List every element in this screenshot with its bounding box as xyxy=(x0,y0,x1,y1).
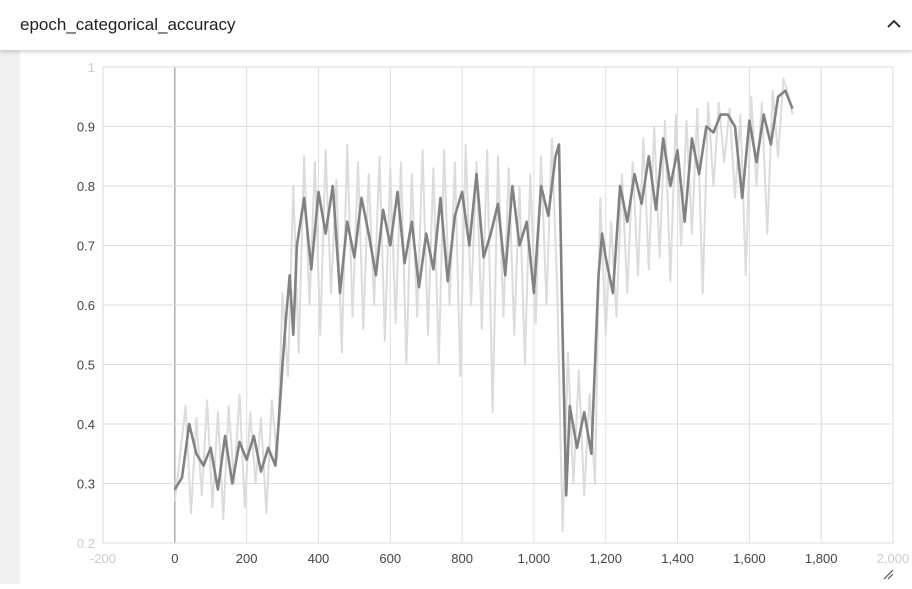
smoothed-series-line xyxy=(173,89,794,497)
collapse-button[interactable] xyxy=(882,12,906,36)
y-axis-ticks: 0.2 0.3 0.4 0.5 0.6 0.7 0.8 0.9 1 xyxy=(77,60,95,551)
y-tick-label: 1 xyxy=(88,60,95,75)
resize-handle-icon[interactable] xyxy=(882,568,894,580)
y-tick-label: 0.7 xyxy=(77,239,95,254)
x-axis-ticks: -200 0 200 400 600 800 1,000 1,200 1,400 1,600 1,8… xyxy=(90,551,909,566)
x-tick-label: -200 xyxy=(90,551,116,566)
x-tick-label: 1,600 xyxy=(733,551,766,566)
x-tick-label: 0 xyxy=(171,551,178,566)
x-tick-label: 800 xyxy=(451,551,473,566)
card-title: epoch_categorical_accuracy xyxy=(20,15,236,34)
grid xyxy=(102,66,894,544)
smoothed-series xyxy=(173,89,794,497)
x-tick-label: 1,200 xyxy=(589,551,622,566)
x-tick-label: 1,400 xyxy=(661,551,694,566)
y-tick-label: 0.5 xyxy=(77,358,95,373)
x-tick-label: 400 xyxy=(308,551,330,566)
x-tick-label: 2,000 xyxy=(877,551,910,566)
left-gutter xyxy=(0,50,20,584)
y-tick-label: 0.3 xyxy=(77,477,95,492)
y-tick-label: 0.2 xyxy=(77,536,95,551)
chart-area: -200 0 200 400 600 800 1,000 1,200 1,400 1,600 1,8… xyxy=(20,50,912,584)
x-tick-label: 600 xyxy=(379,551,401,566)
y-tick-label: 0.6 xyxy=(77,298,95,313)
x-tick-label: 200 xyxy=(236,551,258,566)
card-header: epoch_categorical_accuracy xyxy=(0,0,912,50)
y-tick-label: 0.9 xyxy=(77,120,95,135)
accuracy-chart[interactable]: -200 0 200 400 600 800 1,000 1,200 1,400 1,600 1,8… xyxy=(20,50,912,584)
x-tick-label: 1,800 xyxy=(805,551,838,566)
y-tick-label: 0.4 xyxy=(77,417,95,432)
chevron-up-icon xyxy=(887,19,901,28)
y-tick-label: 0.8 xyxy=(77,179,95,194)
x-tick-label: 1,000 xyxy=(518,551,551,566)
